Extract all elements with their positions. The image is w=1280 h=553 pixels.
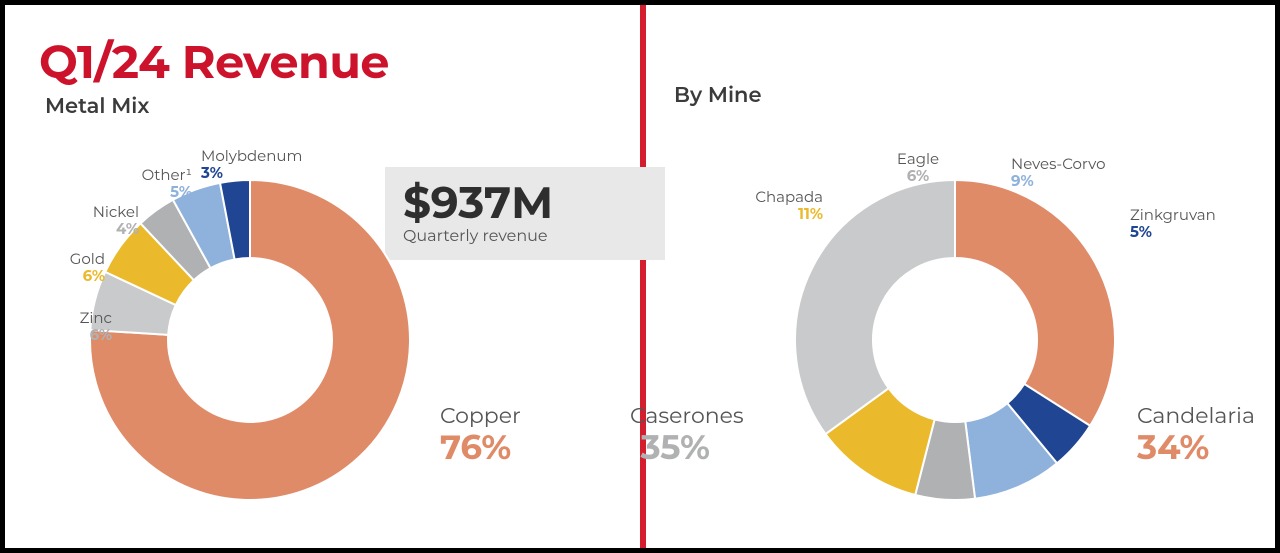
page-title: Q1/24 Revenue (39, 33, 606, 90)
label-name-candelaria: Candelaria (1137, 403, 1255, 428)
by-mine-donut (795, 180, 1115, 500)
panel-metal-mix: Q1/24 Revenue Metal Mix $937M Quarterly … (5, 5, 640, 548)
label-name-neves: Neves-Corvo (1011, 155, 1106, 172)
label-gold: Gold6% (25, 250, 105, 285)
label-nickel: Nickel4% (59, 203, 139, 238)
label-pct-nickel: 4% (59, 220, 139, 237)
label-pct-eagle: 6% (878, 167, 958, 184)
slide-frame: Q1/24 Revenue Metal Mix $937M Quarterly … (0, 0, 1280, 553)
label-name-chapada: Chapada (743, 188, 823, 205)
label-pct-gold: 6% (25, 267, 105, 284)
label-pct-zink: 5% (1130, 223, 1216, 240)
by-mine-subtitle: By Mine (674, 83, 1241, 108)
label-name-caserones: Caserones (630, 403, 710, 428)
label-pct-copper: 76% (440, 428, 521, 467)
label-copper: Copper76% (440, 403, 521, 467)
label-name-gold: Gold (25, 250, 105, 267)
panel-by-mine: By Mine Candelaria34% Zinkgruvan5% Neves-C… (640, 5, 1275, 548)
slice-candelaria (955, 180, 1115, 426)
label-pct-caserones: 35% (630, 428, 710, 467)
label-pct-chapada: 11% (743, 205, 823, 222)
label-other: Other¹5% (112, 166, 192, 201)
revenue-box: $937M Quarterly revenue (385, 167, 665, 260)
label-caserones: Caserones35% (630, 403, 710, 467)
revenue-value: $937M (403, 181, 637, 225)
label-pct-other: 5% (112, 183, 192, 200)
label-moly: Molybdenum3% (201, 147, 302, 182)
label-name-zink: Zinkgruvan (1130, 206, 1216, 223)
label-name-zinc: Zinc (32, 309, 112, 326)
label-name-other: Other¹ (112, 166, 192, 183)
label-pct-zinc: 6% (32, 326, 112, 343)
label-candelaria: Candelaria34% (1137, 403, 1255, 467)
label-name-copper: Copper (440, 403, 521, 428)
label-chapada: Chapada11% (743, 188, 823, 223)
label-zinc: Zinc6% (32, 309, 112, 344)
label-name-nickel: Nickel (59, 203, 139, 220)
label-pct-moly: 3% (201, 164, 302, 181)
label-name-moly: Molybdenum (201, 147, 302, 164)
revenue-caption: Quarterly revenue (403, 227, 637, 246)
label-neves: Neves-Corvo9% (1011, 155, 1106, 190)
metal-mix-subtitle: Metal Mix (39, 94, 606, 119)
label-pct-neves: 9% (1011, 172, 1106, 189)
label-eagle: Eagle6% (878, 150, 958, 185)
label-pct-candelaria: 34% (1137, 428, 1255, 467)
label-name-eagle: Eagle (878, 150, 958, 167)
label-zink: Zinkgruvan5% (1130, 206, 1216, 241)
